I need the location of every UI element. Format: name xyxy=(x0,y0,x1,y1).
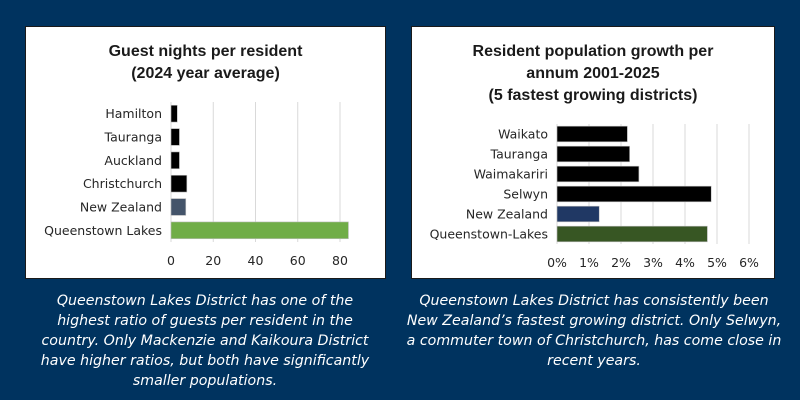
chart-title: Guest nights per resident (2024 year ave… xyxy=(26,41,385,85)
bar-new-zealand xyxy=(170,198,187,216)
guest-nights-caption: Queenstown Lakes District has one of the… xyxy=(40,293,370,389)
x-tick-label: 20 xyxy=(205,253,221,268)
bar-new-zealand xyxy=(556,205,600,223)
x-tick-label: 80 xyxy=(332,253,348,268)
category-label: New Zealand xyxy=(80,200,162,215)
guest-nights-bar-chart: Hamilton Tauranga Auckland Christchurch New … xyxy=(44,102,349,268)
bar-queenstown-lakes xyxy=(170,221,349,240)
x-tick-label: 4% xyxy=(675,255,695,270)
x-tick-label: 1% xyxy=(579,255,599,270)
category-label: Selwyn xyxy=(503,187,548,202)
x-tick-label: 60 xyxy=(290,253,306,268)
category-label: Auckland xyxy=(104,153,162,168)
category-label: Tauranga xyxy=(490,147,548,162)
population-growth-bar-chart: Waikato Tauranga Waimakariri Selwyn New Zeal… xyxy=(430,124,759,270)
chart-title: Resident population growth per annum 200… xyxy=(412,41,774,107)
population-growth-caption: Queenstown Lakes District has consistent… xyxy=(406,293,782,369)
bar-waimakariri xyxy=(556,165,640,183)
bar-tauranga xyxy=(170,128,180,146)
x-tick-label: 5% xyxy=(707,255,727,270)
bar-queenstown-lakes xyxy=(556,225,708,243)
x-tick-label: 6% xyxy=(739,255,759,270)
category-label: Tauranga xyxy=(104,130,162,145)
x-tick-label: 2% xyxy=(611,255,631,270)
bar-hamilton xyxy=(170,104,178,123)
category-label: Queenstown-Lakes xyxy=(430,227,548,242)
population-growth-chart-panel: Resident population growth per annum 200… xyxy=(411,26,775,279)
category-label: New Zealand xyxy=(466,207,548,222)
category-label: Waimakariri xyxy=(474,167,548,182)
bar-selwyn xyxy=(556,185,712,203)
chart-title-line: Resident population growth per xyxy=(472,43,714,60)
chart-title-line: (5 fastest growing districts) xyxy=(488,87,698,104)
chart-title-line: (2024 year average) xyxy=(131,65,280,82)
x-tick-label: 0% xyxy=(547,255,567,270)
guest-nights-chart-panel: Guest nights per resident (2024 year ave… xyxy=(25,26,386,279)
x-tick-label: 40 xyxy=(248,253,264,268)
chart-title-line: annum 2001-2025 xyxy=(526,65,660,82)
bar-tauranga xyxy=(556,145,630,163)
category-label: Waikato xyxy=(498,127,548,142)
category-label: Queenstown Lakes xyxy=(44,223,162,238)
bar-waikato xyxy=(556,125,628,143)
chart-title-line: Guest nights per resident xyxy=(108,43,303,60)
category-label: Hamilton xyxy=(105,106,162,121)
bar-christchurch xyxy=(170,174,188,193)
bar-auckland xyxy=(170,151,180,170)
x-tick-label: 0 xyxy=(167,253,175,268)
category-label: Christchurch xyxy=(83,176,162,191)
x-tick-label: 3% xyxy=(643,255,663,270)
